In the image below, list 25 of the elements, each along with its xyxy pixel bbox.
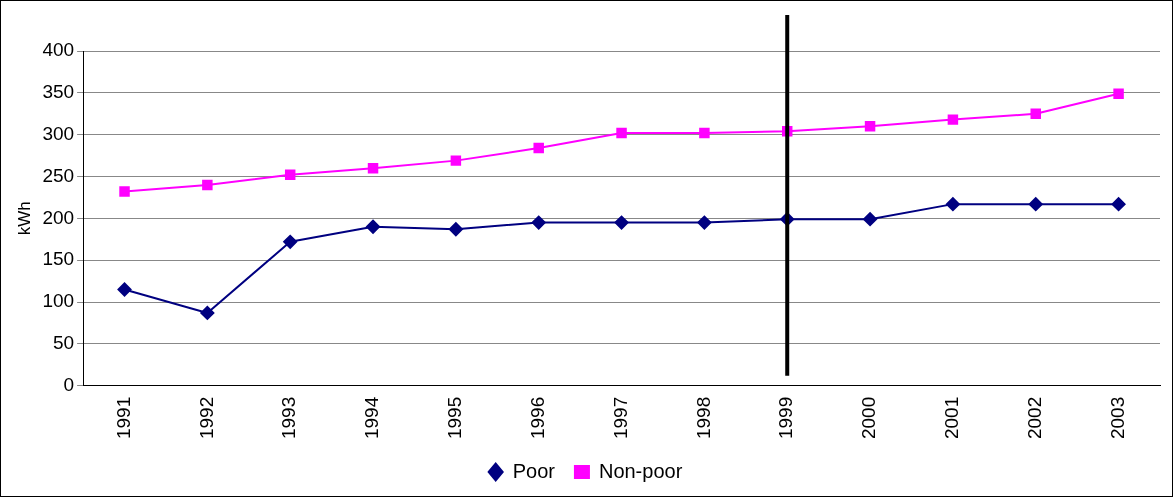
y-tick-label: 150 — [42, 248, 75, 270]
legend-label: Non-poor — [598, 459, 683, 482]
y-tick-label: 50 — [52, 332, 75, 354]
x-tick-label: 2003 — [1106, 396, 1128, 440]
y-tick-label: 100 — [42, 290, 75, 312]
y-tick-label: 400 — [42, 39, 75, 61]
y-axis-title: kWh — [14, 201, 34, 236]
x-tick-label: 1995 — [444, 396, 466, 440]
x-tick-label: 1997 — [609, 396, 631, 440]
y-tick-label: 0 — [63, 373, 75, 395]
y-tick-label: 350 — [42, 81, 75, 103]
x-tick-label: 1994 — [361, 396, 383, 440]
x-tick-label: 2000 — [858, 396, 880, 440]
x-tick-label: 1999 — [775, 396, 797, 440]
x-tick-label: 2002 — [1023, 396, 1045, 440]
x-tick-label: 1991 — [112, 396, 134, 440]
x-tick-label: 1996 — [526, 396, 548, 440]
y-tick-label: 250 — [42, 164, 75, 186]
x-tick-label: 2001 — [941, 396, 963, 440]
x-tick-label: 1993 — [278, 396, 300, 440]
y-tick-label: 200 — [42, 206, 75, 228]
x-tick-label: 1992 — [195, 396, 217, 440]
legend-label: Poor — [512, 459, 556, 482]
x-tick-label: 1998 — [692, 396, 714, 440]
y-tick-label: 300 — [42, 122, 75, 144]
